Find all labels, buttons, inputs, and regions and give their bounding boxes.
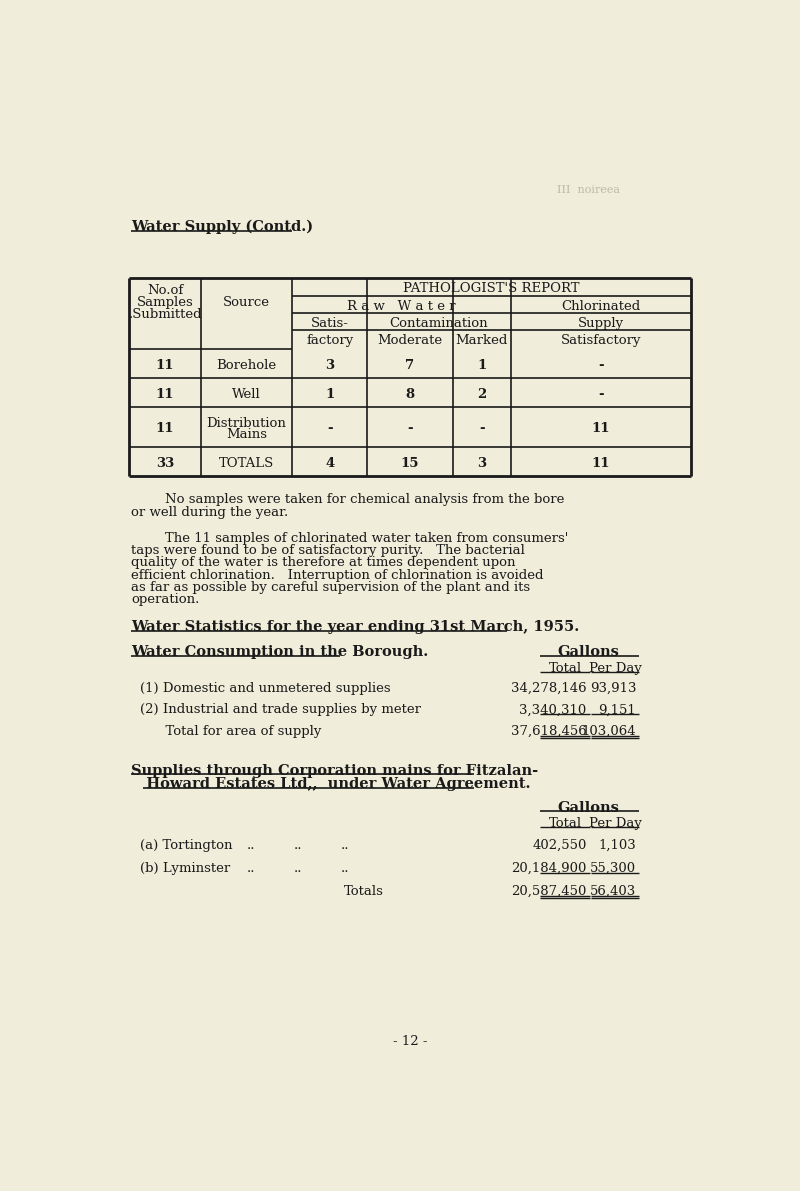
Text: 7: 7 — [406, 358, 414, 372]
Text: (2) Industrial and trade supplies by meter: (2) Industrial and trade supplies by met… — [140, 704, 422, 717]
Text: Moderate: Moderate — [378, 333, 442, 347]
Text: Mains: Mains — [226, 428, 267, 441]
Text: (1) Domestic and unmetered supplies: (1) Domestic and unmetered supplies — [140, 682, 391, 694]
Text: Satisfactory: Satisfactory — [561, 333, 641, 347]
Text: Distribution: Distribution — [206, 417, 286, 430]
Text: factory: factory — [306, 333, 354, 347]
Text: Total for area of supply: Total for area of supply — [140, 725, 322, 738]
Text: TOTALS: TOTALS — [219, 457, 274, 470]
Text: 1: 1 — [477, 358, 486, 372]
Text: - 12 -: - 12 - — [393, 1035, 427, 1048]
Text: -: - — [598, 358, 603, 372]
Text: Supplies through Corporation mains for Fitzalan-: Supplies through Corporation mains for F… — [131, 763, 538, 778]
Text: 8: 8 — [406, 388, 414, 401]
Text: 1,103: 1,103 — [598, 838, 636, 852]
Text: ..: .. — [247, 838, 256, 852]
Text: Borehole: Borehole — [217, 358, 277, 372]
Text: or well during the year.: or well during the year. — [131, 506, 288, 518]
Text: Contamination: Contamination — [390, 317, 488, 330]
Text: efficient chlorination.   Interruption of chlorination is avoided: efficient chlorination. Interruption of … — [131, 569, 543, 581]
Text: PATHOLOGIST'S REPORT: PATHOLOGIST'S REPORT — [403, 282, 580, 295]
Text: The 11 samples of chlorinated water taken from consumers': The 11 samples of chlorinated water take… — [131, 531, 568, 544]
Text: 11: 11 — [156, 423, 174, 436]
Text: 15: 15 — [401, 457, 419, 470]
Text: ..: .. — [294, 862, 302, 875]
Text: (b) Lyminster: (b) Lyminster — [140, 862, 230, 875]
Text: operation.: operation. — [131, 593, 199, 606]
Text: -: - — [479, 423, 485, 436]
Text: 20,587,450: 20,587,450 — [511, 885, 586, 898]
Text: 34,278,146: 34,278,146 — [511, 682, 586, 694]
Text: 55,300: 55,300 — [590, 862, 636, 875]
Text: quality of the water is therefore at times dependent upon: quality of the water is therefore at tim… — [131, 556, 515, 569]
Text: ..: .. — [247, 862, 256, 875]
Text: Per Day: Per Day — [589, 817, 642, 830]
Text: No.of: No.of — [147, 283, 183, 297]
Text: 33: 33 — [156, 457, 174, 470]
Text: Total: Total — [549, 817, 582, 830]
Text: 3: 3 — [477, 457, 486, 470]
Text: Water Consumption in the Borough.: Water Consumption in the Borough. — [131, 646, 428, 659]
Text: .Submitted: .Submitted — [128, 308, 202, 322]
Text: 11: 11 — [591, 457, 610, 470]
Text: -: - — [327, 423, 333, 436]
Text: 103,064: 103,064 — [582, 725, 636, 738]
Text: -: - — [407, 423, 413, 436]
Text: Water Statistics for the year ending 31st March, 1955.: Water Statistics for the year ending 31s… — [131, 621, 579, 635]
Text: Samples: Samples — [137, 297, 194, 310]
Text: as far as possible by careful supervision of the plant and its: as far as possible by careful supervisio… — [131, 581, 530, 594]
Text: 56,403: 56,403 — [590, 885, 636, 898]
Text: III  noireea: III noireea — [558, 186, 620, 195]
Text: ..: .. — [294, 838, 302, 852]
Text: 11: 11 — [156, 388, 174, 401]
Text: Chlorinated: Chlorinated — [561, 300, 640, 313]
Text: R a w   W a t e r: R a w W a t e r — [347, 300, 456, 313]
Text: ..: .. — [340, 862, 349, 875]
Text: No samples were taken for chemical analysis from the bore: No samples were taken for chemical analy… — [131, 493, 564, 506]
Text: 9,151: 9,151 — [598, 704, 636, 717]
Text: 2: 2 — [477, 388, 486, 401]
Text: Gallons: Gallons — [558, 800, 619, 815]
Text: 37,618,456: 37,618,456 — [511, 725, 586, 738]
Text: Well: Well — [232, 388, 261, 401]
Text: -: - — [598, 388, 603, 401]
Text: Marked: Marked — [455, 333, 508, 347]
Text: Water Supply (Contd.): Water Supply (Contd.) — [131, 220, 313, 235]
Text: 3,340,310: 3,340,310 — [519, 704, 586, 717]
Text: 402,550: 402,550 — [532, 838, 586, 852]
Text: ..: .. — [340, 838, 349, 852]
Text: Totals: Totals — [343, 885, 383, 898]
Text: 11: 11 — [591, 423, 610, 436]
Text: Supply: Supply — [578, 317, 624, 330]
Text: 4: 4 — [325, 457, 334, 470]
Text: Total: Total — [549, 662, 582, 675]
Text: Satis-: Satis- — [311, 317, 349, 330]
Text: 11: 11 — [156, 358, 174, 372]
Text: Per Day: Per Day — [589, 662, 642, 675]
Text: 1: 1 — [325, 388, 334, 401]
Text: taps were found to be of satisfactory purity.   The bacterial: taps were found to be of satisfactory pu… — [131, 544, 525, 557]
Text: Gallons: Gallons — [558, 646, 619, 659]
Text: Source: Source — [223, 297, 270, 310]
Text: 93,913: 93,913 — [590, 682, 636, 694]
Text: (a) Tortington: (a) Tortington — [140, 838, 233, 852]
Text: 3: 3 — [326, 358, 334, 372]
Text: Howard Estates Ltd,,  under Water Agreement.: Howard Estates Ltd,, under Water Agreeme… — [131, 778, 530, 791]
Text: 20,184,900: 20,184,900 — [511, 862, 586, 875]
